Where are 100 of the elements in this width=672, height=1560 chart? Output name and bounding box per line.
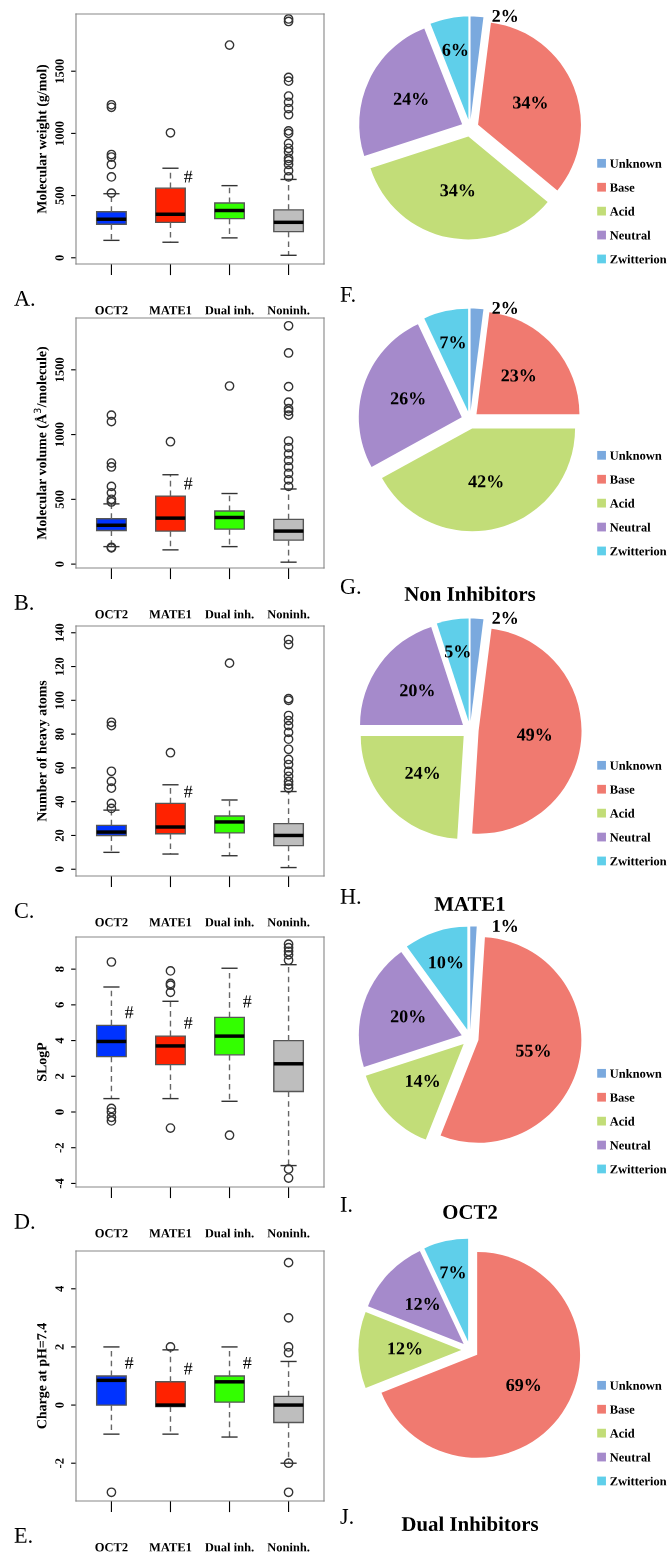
data-label: 26% [390,392,425,405]
y-tick-label: 6 [55,1002,64,1008]
data-label: 24% [405,766,439,780]
y-tick-label: -4 [55,1178,64,1189]
x-tick-label: Dual inh. [205,305,254,315]
y-tick-label: 80 [55,728,64,740]
x-tick-label: Noninh. [267,917,310,927]
legend-label: Neutral [609,832,651,842]
text: G. [340,578,361,594]
legend-label: Neutral [609,1452,651,1462]
x-tick-label: Dual inh. [205,1542,254,1552]
legend-label: Neutral [609,522,651,532]
text: MATE1 [434,897,505,911]
data-label: 34% [513,96,547,109]
x-tick-label: Dual inh. [205,917,254,927]
data-label: 20% [390,1010,425,1023]
y-tick-label: 20 [55,829,64,842]
data-label: 69% [506,1378,541,1392]
y-axis-title: Charge at pH=7.4 [36,1323,50,1429]
x-tick-label: Noninh. [267,305,310,315]
x-tick-label: OCT2 [95,1543,128,1552]
data-label: 12% [388,1342,422,1355]
y-tick-label: 100 [55,691,64,709]
legend-label: Base [609,1093,635,1102]
x-tick-label: OCT2 [95,610,128,619]
legend-label: Acid [609,1116,635,1126]
text: B. [14,595,33,610]
y-tick-label: 120 [55,657,64,675]
legend-label: Unknown [610,159,662,168]
y-tick-label: 4 [55,1037,64,1044]
legend-label: Unknown [610,1381,662,1390]
data-label: 49% [516,728,552,741]
y-tick-label: 1500 [55,357,64,382]
x-tick-label: MATE1 [149,610,192,619]
annotation: # [243,995,252,1008]
data-label: 12% [406,1297,439,1311]
legend-label: Neutral [609,230,651,240]
text: E. [14,1528,32,1543]
data-label: 7% [440,1266,465,1279]
annotation: # [124,1356,134,1369]
annotation: # [124,1006,134,1019]
x-tick-label: MATE1 [149,1229,192,1238]
annotation: # [184,1362,193,1375]
data-label: 2% [492,301,518,315]
data-label: 2% [492,9,518,23]
legend-label: Acid [609,1428,635,1438]
legend-label: Base [609,183,635,192]
legend-label: Acid [609,206,635,216]
x-tick-label: OCT2 [95,1229,128,1238]
legend-label: Zwitterion [610,856,667,866]
legend-label: Base [609,1405,635,1414]
annotation: # [184,1017,193,1029]
y-tick-label: 1000 [55,121,64,145]
annotation: # [184,477,193,490]
legend-label: Acid [609,808,635,818]
annotation: # [184,785,193,798]
x-tick-label: OCT2 [95,306,128,315]
legend-label: Zwitterion [610,1164,667,1174]
legend-label: Acid [609,498,635,508]
x-tick-label: Noninh. [267,1542,310,1552]
legend-label: Unknown [610,451,662,460]
y-tick-label: 0 [55,1109,64,1115]
y-axis-title: SLogP [37,1042,50,1081]
legend-label: Unknown [610,761,662,770]
text: H. [340,889,361,904]
legend-label: Unknown [610,1069,662,1078]
y-tick-label: 1500 [55,59,64,83]
data-label: 10% [429,956,463,969]
data-label: 1% [493,919,518,933]
text: Dual Inhibitors [401,1516,539,1532]
y-tick-label: 140 [55,623,64,642]
y-tick-label: 8 [55,966,64,972]
y-tick-label: 500 [55,186,64,205]
y-axis-title: Molecular weight (g/mol) [36,64,50,214]
text: J. [340,1509,353,1524]
data-label: 14% [406,1074,439,1088]
y-tick-label: 0 [55,866,64,872]
data-label: 42% [468,475,503,488]
x-tick-label: Noninh. [267,609,310,619]
annotation: # [184,170,193,183]
legend-label: Zwitterion [610,254,667,264]
annotation: # [243,1356,252,1369]
y-tick-label: -2 [55,1143,64,1153]
x-tick-label: Dual inh. [205,1228,254,1238]
text: A. [14,291,35,306]
legend-label: Zwitterion [610,1476,667,1486]
data-label: 34% [440,184,475,197]
y-tick-label: 40 [55,795,64,808]
y-tick-label: 0 [55,1402,64,1408]
legend-label: Base [609,475,635,484]
data-label: 20% [400,684,434,697]
x-tick-label: MATE1 [149,306,192,315]
y-axis-title: Number of heavy atoms [36,680,50,822]
x-tick-label: MATE1 [149,918,192,927]
legend-label: Base [609,785,635,794]
data-label: 7% [440,336,465,349]
y-tick-label: 2 [55,1073,64,1079]
text: I. [340,1197,352,1212]
legend-label: Neutral [609,1140,651,1150]
y-axis-title: Molecular volume (Å$^{3}$/molecule) [33,346,50,540]
